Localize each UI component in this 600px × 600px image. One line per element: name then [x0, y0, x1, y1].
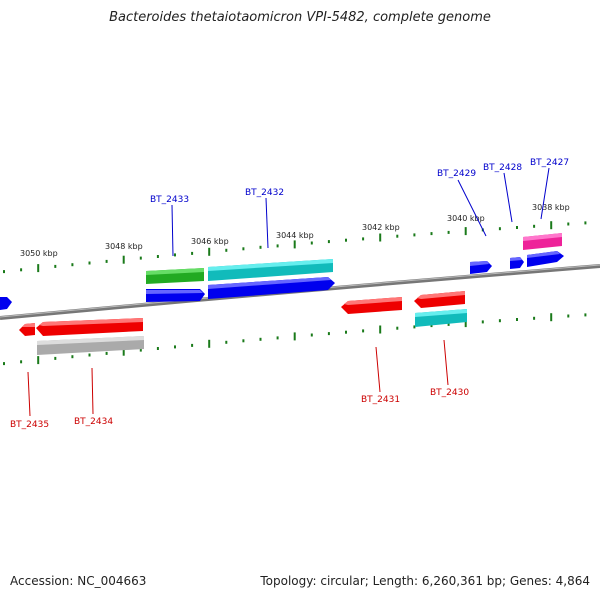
label-bt2434[interactable]: BT_2434: [74, 417, 113, 427]
gene-bt2429[interactable]: [470, 261, 492, 274]
scale-label-3044: 3044 kbp: [276, 231, 314, 240]
gene-bt2432[interactable]: [208, 277, 335, 299]
label-bt2432[interactable]: BT_2432: [245, 188, 284, 198]
gene-bt2434[interactable]: [36, 318, 143, 336]
gene-bt2433[interactable]: [146, 289, 205, 302]
feature-green-bt2433[interactable]: [146, 268, 204, 284]
gene-bt2431[interactable]: [341, 297, 402, 314]
scale-label-3040: 3040 kbp: [447, 214, 485, 223]
label-bt2431[interactable]: BT_2431: [361, 395, 400, 405]
scale-label-3042: 3042 kbp: [362, 223, 400, 232]
feature-cyan-bt2430[interactable]: [415, 309, 467, 327]
label-bt2428[interactable]: BT_2428: [483, 163, 522, 173]
label-bt2430[interactable]: BT_2430: [430, 388, 469, 398]
label-bt2435[interactable]: BT_2435: [10, 420, 49, 430]
lower-leader-lines: [27, 339, 449, 417]
feature-cyan-bt2432[interactable]: [208, 259, 333, 281]
scale-label-3038: 3038 kbp: [532, 203, 570, 212]
scale-label-3050: 3050 kbp: [20, 249, 58, 258]
map-title: Bacteroides thetaiotaomicron VPI-5482, c…: [109, 10, 491, 25]
upper-scale-ticks: [3, 221, 587, 274]
scale-label-3048: 3048 kbp: [105, 242, 143, 251]
gene-bt2427[interactable]: [527, 251, 564, 267]
label-bt2427[interactable]: BT_2427: [530, 158, 569, 168]
gene-bt2430[interactable]: [414, 291, 465, 308]
label-bt2433[interactable]: BT_2433: [150, 195, 189, 205]
gene-partial-left[interactable]: [0, 297, 12, 310]
feature-gray-bt2434[interactable]: [37, 336, 144, 355]
gene-bt2435[interactable]: [19, 323, 35, 336]
feature-magenta-bt2427[interactable]: [523, 233, 562, 250]
label-bt2429[interactable]: BT_2429: [437, 169, 476, 179]
scale-label-3046: 3046 kbp: [191, 237, 229, 246]
genome-summary: Topology: circular; Length: 6,260,361 bp…: [260, 574, 590, 588]
upper-leader-lines: [171, 167, 550, 257]
gene-bt2428[interactable]: [510, 257, 524, 269]
accession-text: Accession: NC_004663: [10, 574, 147, 588]
